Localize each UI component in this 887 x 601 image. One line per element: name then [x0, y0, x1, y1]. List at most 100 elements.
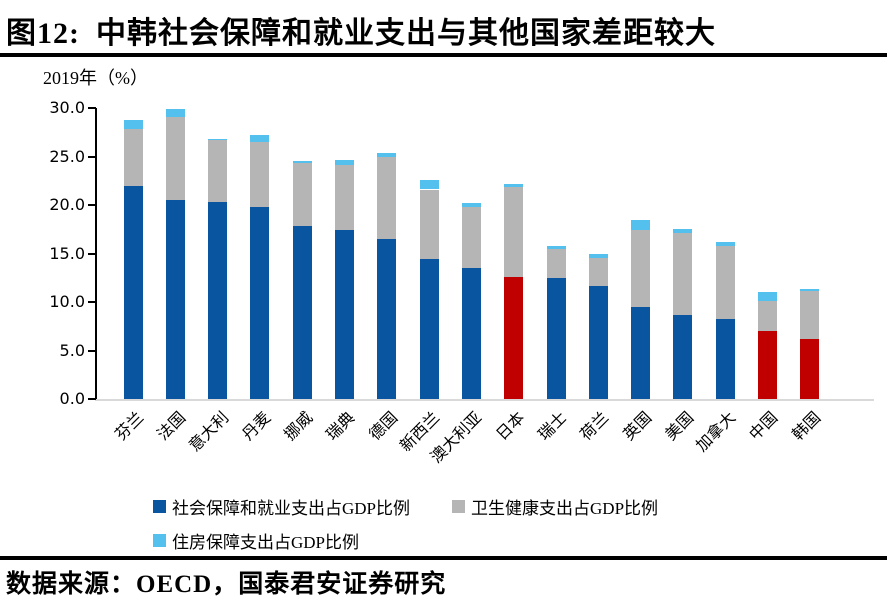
legend-swatch-health-icon [452, 500, 466, 513]
legend-item-health: 卫生健康支出占GDP比例 [452, 494, 658, 519]
bar-segment [123, 185, 143, 399]
bar-segment [335, 160, 354, 166]
y-axis-tick-label: 5.0 [59, 340, 85, 360]
y-axis-tick [88, 204, 96, 206]
bar-segment [208, 140, 228, 203]
bar-segment [588, 253, 608, 259]
x-axis-label-text: 芬兰 [112, 409, 148, 444]
bar-segment [631, 230, 651, 307]
y-axis-tick-label: 30.0 [49, 98, 85, 117]
bar-segment [800, 291, 820, 339]
figure-title-text: 中韩社会保障和就业支出与其他国家差距较大 [96, 17, 716, 50]
legend-label-health: 卫生健康支出占GDP比例 [471, 499, 659, 518]
y-axis-tick-label: 25.0 [49, 146, 85, 166]
figure-title: 图12: 中韩社会保障和就业支出与其他国家差距较大 [0, 0, 887, 54]
bar-segment [546, 245, 566, 249]
y-axis-tick-label: 0.0 [59, 389, 85, 408]
bar-segment [292, 161, 312, 164]
bar-segment [165, 116, 185, 201]
bar-segment [758, 292, 777, 302]
footer-divider [0, 556, 887, 560]
legend-label-housing: 住房保障支出占GDP比例 [172, 533, 360, 552]
legend-item-social-security: 社会保障和就业支出占GDP比例 [153, 494, 410, 519]
plot-area: 0.0 5.0 10.0 15.0 20.0 25.0 30.0 芬兰 法国 意大利 丹麦 挪威 瑞典德… [49, 98, 874, 467]
y-axis-tick [88, 398, 96, 400]
x-axis-label-text: 瑞士 [535, 409, 571, 444]
bar-segment [461, 206, 481, 269]
figure-number: 图12: [6, 17, 80, 50]
x-axis-label-text: 瑞典 [324, 409, 359, 444]
bar-segment [461, 268, 481, 399]
bar-segment [419, 259, 439, 399]
bar-segment [377, 157, 397, 239]
bar-segment [673, 314, 693, 399]
bar-segment [250, 206, 270, 399]
bar-segment [250, 141, 270, 207]
bar-segment [673, 229, 693, 234]
bar-segment [504, 276, 524, 399]
bar-segment [800, 338, 820, 399]
legend-swatch-housing-icon [153, 534, 166, 547]
y-axis-tick [88, 107, 96, 109]
bar-segment [123, 129, 143, 186]
legend-label-social-security: 社会保障和就业支出占GDP比例 [172, 499, 411, 518]
bar-segment [758, 331, 777, 399]
bar-segment [335, 230, 354, 399]
x-axis-baseline [95, 399, 874, 401]
x-axis-label-text: 意大利 [185, 409, 232, 456]
chart: 2019年（%） 0.0 5.0 10.0 15.0 20.0 25.0 30.0 芬兰 法国意… [0, 58, 887, 490]
x-axis-label-text: 丹麦 [239, 409, 275, 444]
bar-segment [715, 319, 735, 399]
bar-segment [208, 139, 228, 141]
bar-segment [504, 186, 524, 277]
legend-swatch-social-security-icon [153, 500, 166, 513]
bar-segment [546, 277, 566, 399]
y-axis-tick [88, 349, 96, 352]
data-source: 数据来源：OECD，国泰君安证券研究 [6, 571, 447, 598]
x-axis-label-text: 荷兰 [577, 409, 613, 444]
bar-segment [377, 152, 397, 158]
y-axis-tick-label: 15.0 [49, 243, 85, 263]
x-axis-label-text: 韩国 [789, 409, 825, 444]
bar-segment [715, 241, 735, 246]
y-axis-tick [88, 301, 96, 303]
title-divider [0, 53, 887, 57]
bar-segment [631, 219, 651, 231]
bar-segment [123, 119, 143, 130]
x-axis-label-text: 挪威 [281, 409, 317, 444]
bar-segment [292, 226, 312, 399]
bar-segment [588, 258, 608, 286]
bar-segment [461, 203, 481, 207]
bar-segment [800, 289, 820, 292]
y-axis-tick [88, 155, 96, 158]
bar-segment [292, 163, 312, 227]
x-axis-label-text: 英国 [620, 409, 655, 444]
bar-segment [165, 108, 185, 117]
x-axis-label-text: 日本 [493, 409, 528, 444]
bar-segment [335, 165, 354, 231]
x-axis-label-text: 加拿大 [693, 409, 740, 456]
bar-segment [504, 183, 524, 187]
legend: 社会保障和就业支出占GDP比例 卫生健康支出占GDP比例 住房保障支出占GDP比… [153, 494, 700, 562]
bar-segment [758, 301, 777, 332]
legend-row-2: 住房保障支出占GDP比例 [153, 528, 700, 553]
bar-segment [419, 189, 439, 260]
x-axis-label-text: 中国 [747, 409, 782, 444]
y-axis-tick-label: 10.0 [49, 292, 85, 311]
bar-segment [673, 233, 693, 315]
legend-row-1: 社会保障和就业支出占GDP比例 卫生健康支出占GDP比例 [153, 494, 700, 519]
bar-segment [377, 238, 397, 399]
bar-segment [588, 285, 608, 399]
y-axis-tick-label: 20.0 [49, 195, 85, 214]
figure-header: 图12: 中韩社会保障和就业支出与其他国家差距较大 [0, 0, 887, 57]
bar-segment [250, 135, 270, 142]
bar-segment [715, 245, 735, 320]
bar-segment [546, 248, 566, 278]
bar-segment [419, 179, 439, 190]
axis-unit-note: 2019年（%） [43, 68, 148, 88]
bar-segment [165, 200, 185, 399]
y-axis-tick [88, 252, 96, 255]
bar-segment [208, 202, 228, 399]
bar-segment [631, 306, 651, 399]
